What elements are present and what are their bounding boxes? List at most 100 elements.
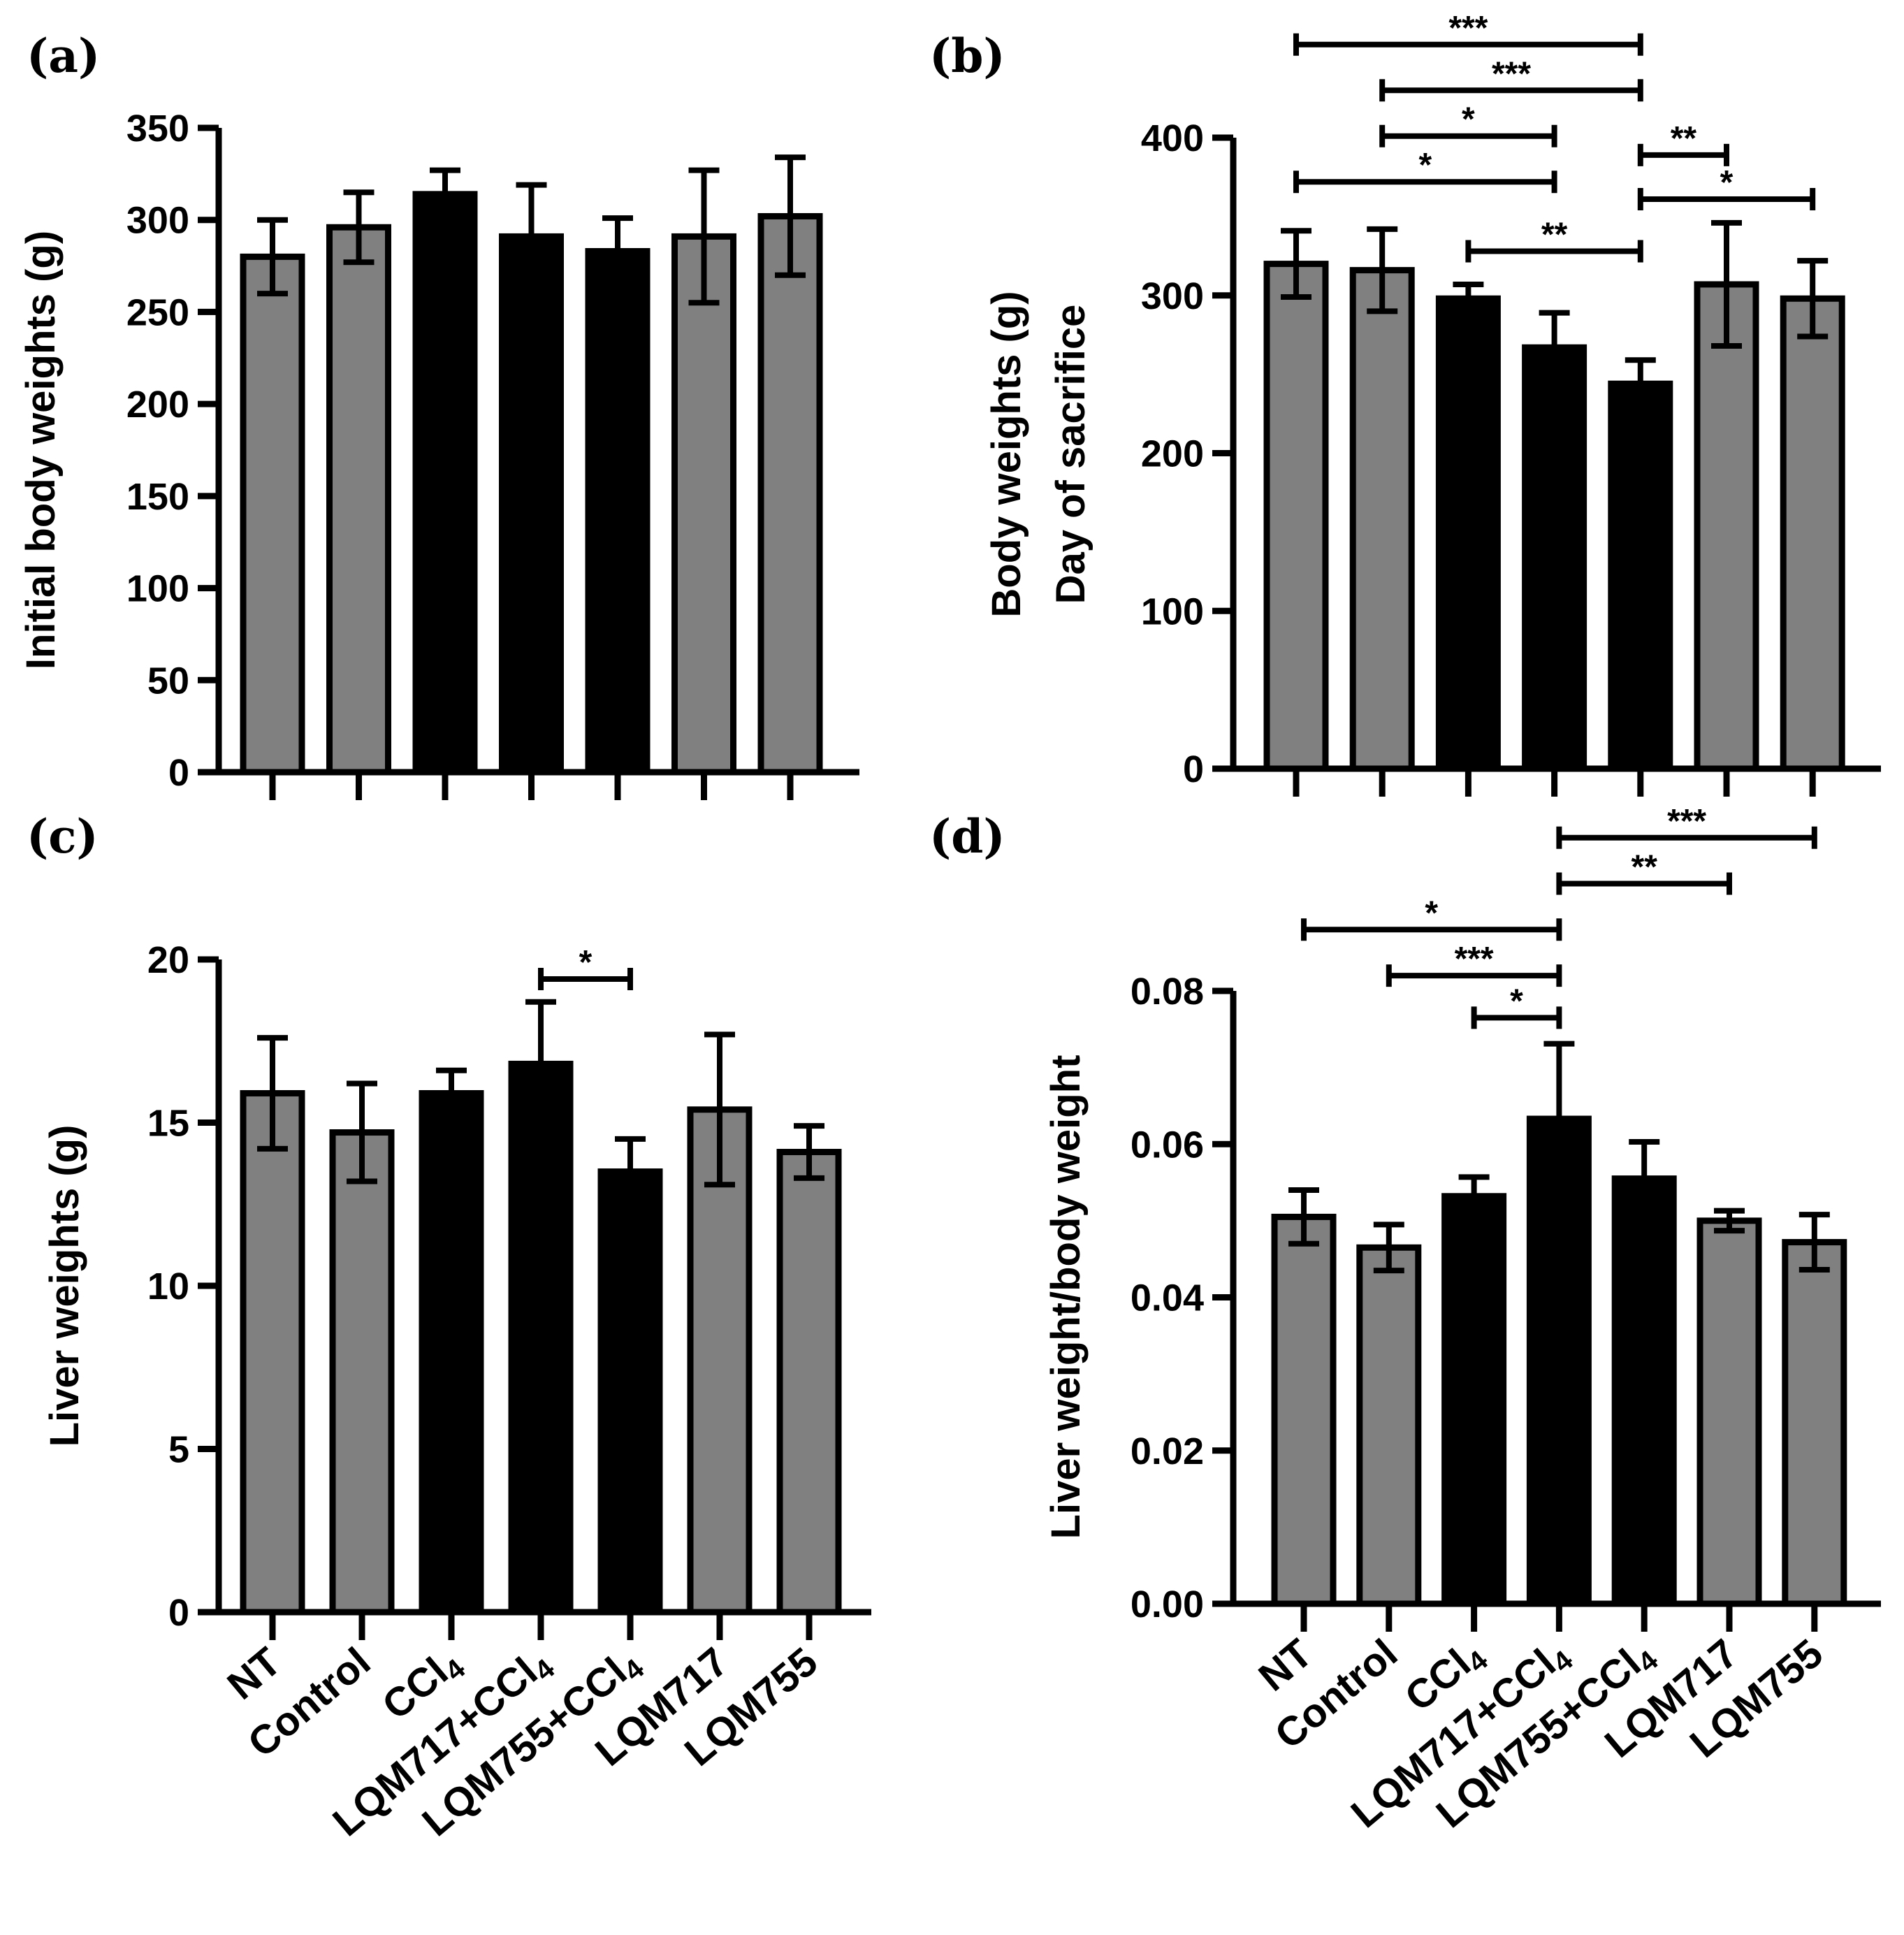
significance-bracket: ** xyxy=(1465,217,1643,263)
bar xyxy=(1349,267,1415,772)
y-axis-title: Liver weight/body weight xyxy=(1043,1055,1089,1539)
y-tick-label: 0 xyxy=(168,752,189,794)
error-bar xyxy=(1714,1208,1745,1234)
chart-panel-c: (c)Liver weights (g)05101520NTControlCCl… xyxy=(27,809,871,1845)
significance-label: * xyxy=(1720,164,1734,201)
y-axis-title: Initial body weights (g) xyxy=(18,231,64,669)
error-bar xyxy=(1453,281,1484,316)
y-tick-label: 300 xyxy=(1141,275,1204,317)
bar xyxy=(412,191,478,776)
bar xyxy=(1782,1239,1847,1607)
bar xyxy=(326,224,391,776)
significance-label: ** xyxy=(1671,120,1697,157)
y-tick-label: 10 xyxy=(147,1266,189,1307)
y-tick-label: 350 xyxy=(126,108,189,150)
panel-label: (c) xyxy=(27,809,99,864)
error-bar xyxy=(1539,310,1570,385)
significance-bracket: *** xyxy=(1379,55,1643,102)
bar xyxy=(508,1060,574,1616)
error-bar xyxy=(1543,1041,1575,1197)
y-tick-label: 15 xyxy=(147,1103,189,1145)
y-tick-label: 200 xyxy=(1141,433,1204,475)
bar xyxy=(240,1089,305,1616)
error-bar xyxy=(343,189,375,266)
significance-bracket: *** xyxy=(1293,10,1643,56)
y-tick-label: 50 xyxy=(147,660,189,702)
y-axis-title: Body weights (g) xyxy=(984,291,1029,617)
bar xyxy=(1608,380,1673,772)
bar xyxy=(597,1168,663,1616)
significance-bracket: * xyxy=(1379,101,1557,147)
significance-label: ** xyxy=(1541,217,1568,254)
chart-panel-d: (d) Liver weight/body weight 0.00 0.02 0.04 0… xyxy=(929,803,1881,1836)
significance-bracket: *** xyxy=(1556,803,1817,849)
y-tick-label: 250 xyxy=(126,291,189,333)
significance-label: * xyxy=(1425,894,1438,932)
bar xyxy=(671,233,736,776)
significance-label: *** xyxy=(1455,941,1494,978)
significance-label: ** xyxy=(1632,849,1658,886)
error-bar xyxy=(602,215,633,287)
bar xyxy=(776,1149,842,1616)
significance-bracket: ** xyxy=(1637,120,1729,166)
bar xyxy=(1263,261,1329,772)
y-tick-label: 200 xyxy=(126,384,189,426)
panel-label: (b) xyxy=(929,29,1005,83)
bar xyxy=(1435,295,1501,772)
bar xyxy=(1780,295,1845,772)
significance-bracket: * xyxy=(538,944,633,991)
chart-panel-b: (b) Body weights (g) Day of sacrifice 0 100 2… xyxy=(929,10,1881,797)
y-tick-label: 400 xyxy=(1141,117,1204,159)
y-tick-label: 0.00 xyxy=(1131,1583,1204,1625)
error-bar xyxy=(1711,219,1742,349)
y-tick-label: 300 xyxy=(126,200,189,242)
bar xyxy=(1694,281,1759,772)
y-tick-label: 0.08 xyxy=(1131,971,1204,1013)
error-bar xyxy=(436,1067,467,1119)
error-bar xyxy=(1797,258,1829,340)
y-tick-label: 100 xyxy=(126,568,189,610)
y-tick-label: 0.02 xyxy=(1131,1430,1204,1472)
error-bar xyxy=(1458,1174,1490,1219)
bar xyxy=(1696,1217,1762,1607)
y-tick-label: 0.06 xyxy=(1131,1124,1204,1166)
error-bar xyxy=(615,1136,646,1208)
error-bar xyxy=(1629,1138,1660,1219)
y-tick-label: 100 xyxy=(1141,590,1204,632)
error-bar xyxy=(1373,1222,1404,1274)
panel-label: (d) xyxy=(929,809,1005,864)
panel-label: (a) xyxy=(27,29,100,83)
significance-label: *** xyxy=(1448,10,1488,47)
error-bar xyxy=(1281,228,1311,300)
significance-bracket: * xyxy=(1301,894,1562,941)
error-bar xyxy=(257,217,288,297)
significance-bracket: * xyxy=(1471,983,1562,1029)
error-bar xyxy=(1367,226,1398,314)
error-bar xyxy=(257,1035,288,1152)
significance-bracket: *** xyxy=(1386,941,1562,987)
y-tick-label: 0 xyxy=(1183,748,1204,790)
bar xyxy=(1611,1175,1677,1607)
y-axis-title: Liver weights (g) xyxy=(42,1125,87,1447)
error-bar xyxy=(1798,1212,1830,1273)
significance-label: *** xyxy=(1492,55,1531,92)
y-tick-label: 0.04 xyxy=(1131,1277,1204,1319)
y-tick-label: 5 xyxy=(168,1429,189,1471)
bar xyxy=(1522,344,1587,772)
bar xyxy=(419,1089,484,1616)
error-bar xyxy=(704,1031,735,1188)
y-tick-label: 20 xyxy=(147,939,189,981)
error-bar xyxy=(1288,1187,1319,1247)
error-bar xyxy=(794,1123,824,1181)
bar xyxy=(240,253,305,776)
significance-bracket: * xyxy=(1637,164,1816,211)
error-bar xyxy=(688,167,720,306)
bar xyxy=(757,212,823,776)
significance-label: * xyxy=(1418,147,1432,184)
bar xyxy=(1356,1244,1422,1607)
significance-label: * xyxy=(579,944,593,981)
y-tick-label: 0 xyxy=(168,1592,189,1634)
error-bar xyxy=(430,167,460,222)
bar xyxy=(585,247,651,776)
